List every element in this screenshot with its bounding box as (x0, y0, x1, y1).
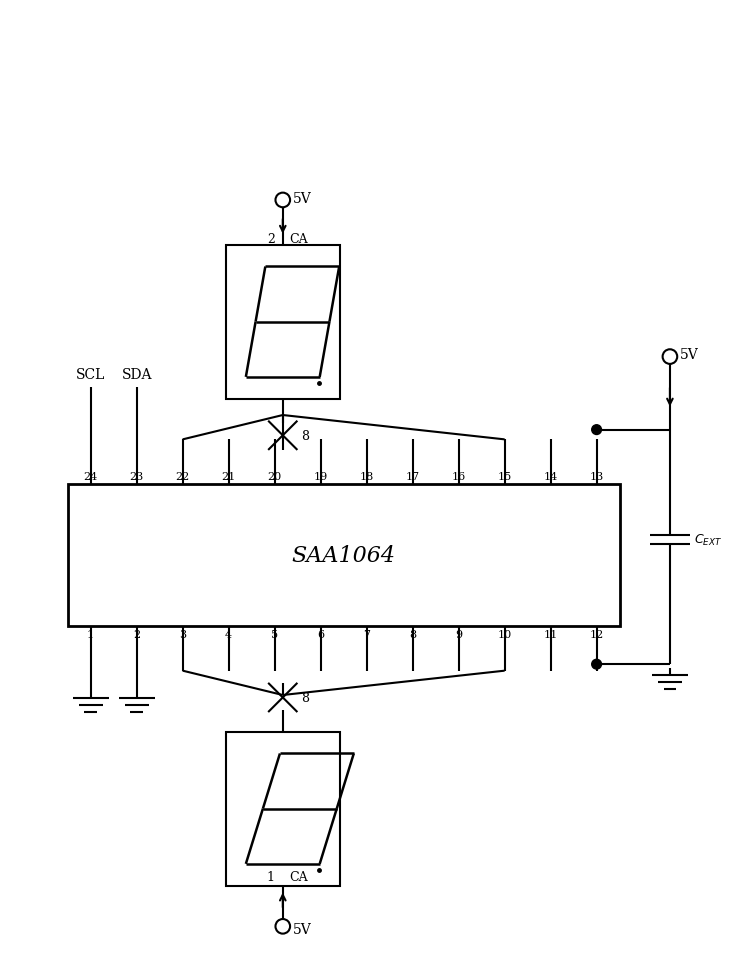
Text: 5: 5 (271, 630, 278, 640)
Text: 16: 16 (451, 471, 466, 482)
Bar (68, 484, 620, 626)
Text: 5V: 5V (292, 922, 311, 936)
Text: 23: 23 (130, 471, 144, 482)
Text: 5V: 5V (679, 348, 698, 361)
Text: SCL: SCL (76, 367, 105, 382)
Text: 24: 24 (84, 471, 98, 482)
Circle shape (592, 660, 601, 670)
Text: 2: 2 (266, 234, 275, 246)
Text: 22: 22 (176, 471, 190, 482)
Text: 14: 14 (543, 471, 558, 482)
Text: 3: 3 (179, 630, 186, 640)
Text: 6: 6 (317, 630, 325, 640)
Text: 19: 19 (314, 471, 328, 482)
Text: 15: 15 (498, 471, 512, 482)
Text: $C_{EXT}$: $C_{EXT}$ (694, 533, 723, 547)
Text: 2: 2 (133, 630, 141, 640)
Text: 17: 17 (406, 471, 420, 482)
Text: 8: 8 (409, 630, 416, 640)
Text: SAA1064: SAA1064 (291, 545, 396, 567)
Text: 5V: 5V (292, 192, 311, 206)
Text: 9: 9 (455, 630, 462, 640)
Text: 11: 11 (543, 630, 558, 640)
Text: 1: 1 (87, 630, 94, 640)
Text: SDA: SDA (121, 367, 152, 382)
Text: 1: 1 (266, 870, 275, 884)
Bar (226, 732, 339, 886)
Circle shape (592, 425, 601, 435)
Text: 12: 12 (590, 630, 604, 640)
Text: CA: CA (289, 234, 308, 246)
Text: 18: 18 (359, 471, 374, 482)
Text: 21: 21 (222, 471, 236, 482)
Bar (226, 245, 339, 399)
Text: 8: 8 (302, 691, 309, 704)
Text: CA: CA (289, 870, 308, 884)
Text: 8: 8 (302, 429, 309, 442)
Text: 7: 7 (363, 630, 370, 640)
Text: 10: 10 (498, 630, 512, 640)
Text: 13: 13 (590, 471, 604, 482)
Text: 20: 20 (268, 471, 282, 482)
Text: 4: 4 (225, 630, 233, 640)
